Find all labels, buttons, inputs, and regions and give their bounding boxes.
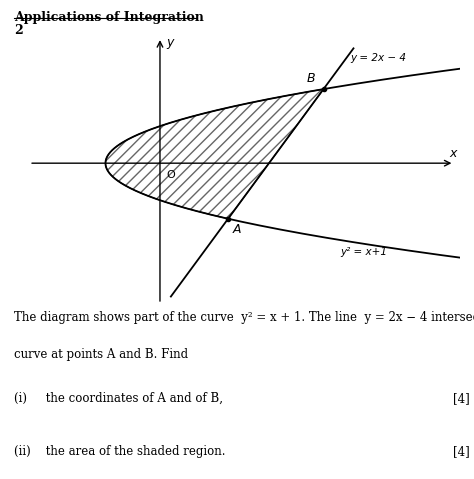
Text: B: B (307, 72, 315, 85)
Text: curve at points A and B. Find: curve at points A and B. Find (14, 348, 188, 361)
Text: O: O (166, 170, 175, 180)
Text: y: y (166, 36, 174, 49)
Text: y = 2x − 4: y = 2x − 4 (351, 53, 407, 63)
Text: [4]: [4] (453, 392, 469, 405)
Text: (i)     the coordinates of A and of B,: (i) the coordinates of A and of B, (14, 392, 223, 405)
Text: x: x (450, 147, 457, 160)
Text: y² = x+1: y² = x+1 (340, 247, 387, 257)
Text: (ii)    the area of the shaded region.: (ii) the area of the shaded region. (14, 445, 226, 458)
Text: 2: 2 (14, 24, 23, 37)
Text: Applications of Integration: Applications of Integration (14, 11, 204, 23)
Text: The diagram shows part of the curve  y² = x + 1. The line  y = 2x − 4 intersects: The diagram shows part of the curve y² =… (14, 311, 474, 324)
Text: [4]: [4] (453, 445, 469, 458)
Text: A: A (232, 223, 241, 236)
